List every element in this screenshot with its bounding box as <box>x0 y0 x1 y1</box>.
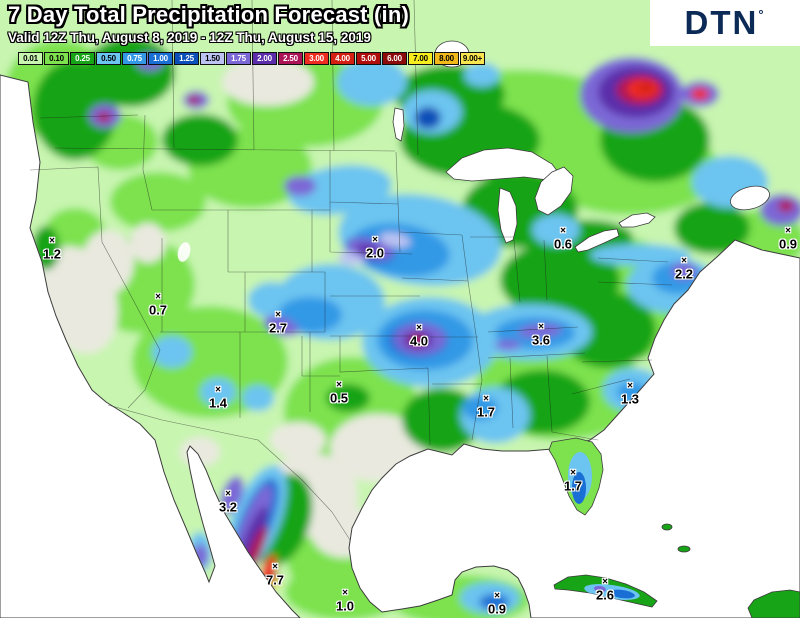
lakes <box>177 40 770 262</box>
atlantic-gulf-ocean <box>348 239 800 618</box>
oceans <box>0 74 800 618</box>
lake-erie <box>574 228 620 253</box>
legend-item: 7.00 <box>408 52 433 65</box>
legend-item: 2.50 <box>278 52 303 65</box>
dtn-logo: DTN ° <box>650 0 800 46</box>
legend-item: 0.25 <box>70 52 95 65</box>
border-lines <box>29 0 673 541</box>
legend-item: 3.00 <box>304 52 329 65</box>
legend-item: 0.75 <box>122 52 147 65</box>
hispaniola-island <box>747 589 800 618</box>
dtn-logo-text: DTN <box>684 4 759 41</box>
legend-item: 0.10 <box>44 52 69 65</box>
dtn-logo-degree-mark: ° <box>758 7 766 22</box>
legend-item: 0.01 <box>18 52 43 65</box>
lake-michigan <box>497 187 518 244</box>
precip-legend: 0.01 0.10 0.25 0.50 0.75 1.00 1.25 1.50 1.75 2.00… <box>18 52 485 65</box>
lake-huron <box>534 166 574 216</box>
lake-ontario <box>618 212 656 228</box>
bahamas-island <box>661 523 673 531</box>
legend-item: 2.00 <box>252 52 277 65</box>
legend-item: 1.50 <box>200 52 225 65</box>
bahamas-island <box>677 545 691 553</box>
pacific-ocean <box>0 74 301 618</box>
legend-item: 5.00 <box>356 52 381 65</box>
legend-item: 6.00 <box>382 52 407 65</box>
state-borders <box>29 0 673 541</box>
lake-winnipeg <box>392 107 405 142</box>
legend-item: 9.00+ <box>460 52 485 65</box>
legend-item: 8.00 <box>434 52 459 65</box>
legend-item: 0.50 <box>96 52 121 65</box>
legend-item: 4.00 <box>330 52 355 65</box>
great-salt-lake <box>177 242 191 262</box>
legend-item: 1.25 <box>174 52 199 65</box>
gulf-st-lawrence <box>730 185 770 211</box>
legend-item: 1.75 <box>226 52 251 65</box>
legend-item: 1.00 <box>148 52 173 65</box>
florida-precip <box>568 452 592 504</box>
